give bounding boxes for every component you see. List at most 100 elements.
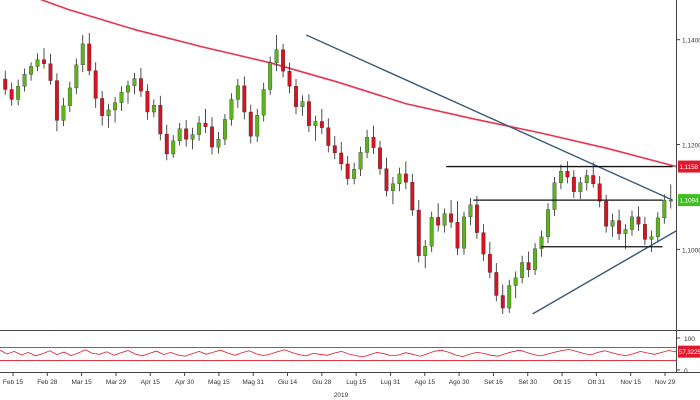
candle-body (423, 246, 428, 256)
candle-body (513, 277, 518, 286)
price-tag-label: 1,1094 (680, 198, 699, 205)
candle-body (326, 127, 331, 146)
x-tick-label: Giu 14 (278, 379, 298, 386)
candle-body (158, 105, 163, 135)
x-tick-label: Ago 30 (449, 379, 470, 386)
x-tick-label: Feb 28 (37, 379, 58, 386)
candle-body (565, 171, 570, 178)
candle-body (151, 105, 156, 113)
x-tick-label: Mar 15 (72, 379, 93, 386)
candle-body (390, 183, 395, 191)
candle-body (429, 217, 434, 247)
candle-body (642, 224, 647, 240)
price-tag-label: 1,1158 (680, 164, 699, 171)
candle-body (403, 173, 408, 183)
candle-body (35, 59, 40, 67)
candle-body (623, 229, 628, 234)
x-tick-label: Ott 15 (553, 379, 571, 386)
candle-body (533, 248, 538, 270)
candle-body (584, 175, 589, 183)
candle-body (636, 216, 641, 225)
x-tick-label: Set 16 (484, 379, 503, 386)
trendline (532, 230, 677, 315)
candle-body (630, 216, 634, 230)
x-tick-label: Mar 29 (106, 379, 127, 386)
candle-body (442, 213, 447, 226)
candle-body (138, 78, 143, 92)
candle-body (455, 221, 460, 249)
candle-body (197, 122, 202, 135)
candle-body (229, 99, 234, 120)
candle-body (164, 133, 169, 155)
x-tick-label: Mag 31 (242, 379, 264, 386)
x-tick-label: Ago 15 (414, 379, 435, 386)
candle-body (526, 262, 531, 270)
candle-body (662, 199, 667, 219)
x-tick-label: Ott 31 (588, 379, 606, 386)
oscillator-value-label: 57,3225 (679, 350, 700, 356)
candle-body (255, 115, 260, 137)
candle-body (203, 122, 208, 127)
moving-average-line (39, 0, 677, 168)
candle-body (655, 217, 660, 237)
candle-body (132, 78, 137, 86)
candle-body (222, 119, 227, 140)
candle-body (126, 85, 130, 93)
candle-body (416, 209, 421, 256)
candle-body (100, 98, 105, 116)
oscillator-tick-label: 0 (684, 368, 688, 375)
candle-body (474, 204, 479, 233)
candle-body (591, 175, 596, 184)
x-tick-label: Mag 15 (208, 379, 230, 386)
oscillator-line (0, 349, 677, 358)
candle-body (371, 137, 376, 148)
candle-body (281, 49, 286, 72)
candle-body (3, 78, 8, 90)
candle-body (378, 147, 382, 169)
candle-body (604, 200, 609, 227)
candle-body (610, 220, 615, 227)
candle-body (410, 182, 415, 211)
x-tick-label: Giu 28 (312, 379, 332, 386)
candle-body (397, 173, 402, 184)
candle-body (649, 236, 654, 240)
x-tick-label: Apr 15 (141, 379, 161, 386)
price-tag (678, 194, 700, 207)
candle-body (558, 171, 563, 183)
candle-body (436, 217, 441, 226)
candle-body (358, 152, 363, 170)
candle-body (487, 253, 492, 273)
candle-body (339, 152, 344, 165)
candle-body (539, 236, 544, 249)
candle-body (9, 89, 14, 100)
candle-body (184, 128, 189, 140)
candle-body (494, 272, 499, 296)
candle-body (242, 85, 247, 113)
candle-body (597, 183, 602, 202)
candle-body (235, 85, 240, 100)
x-tick-label: Lug 31 (381, 379, 401, 386)
candle-body (462, 216, 466, 249)
y-tick-label: 1,1200 (682, 143, 700, 150)
x-tick-label: Lug 15 (346, 379, 366, 386)
candle-body (42, 59, 46, 64)
candle-body (345, 163, 350, 179)
x-tick-label: Set 30 (518, 379, 537, 386)
candle-body (617, 220, 622, 234)
candle-body (287, 70, 292, 87)
candle-body (481, 232, 486, 255)
price-tag (678, 160, 700, 173)
x-tick-label: Nov 29 (655, 379, 676, 386)
candle-body (384, 168, 389, 191)
candle-body (48, 63, 53, 81)
candle-body (306, 101, 311, 126)
candle-body (80, 43, 85, 66)
candle-body (274, 49, 279, 63)
candle-body (74, 64, 79, 89)
x-tick-label: Nov 15 (620, 379, 641, 386)
candle-body (520, 262, 525, 278)
candle-body (468, 204, 473, 218)
candle-body (248, 111, 253, 137)
candle-body (300, 101, 305, 107)
